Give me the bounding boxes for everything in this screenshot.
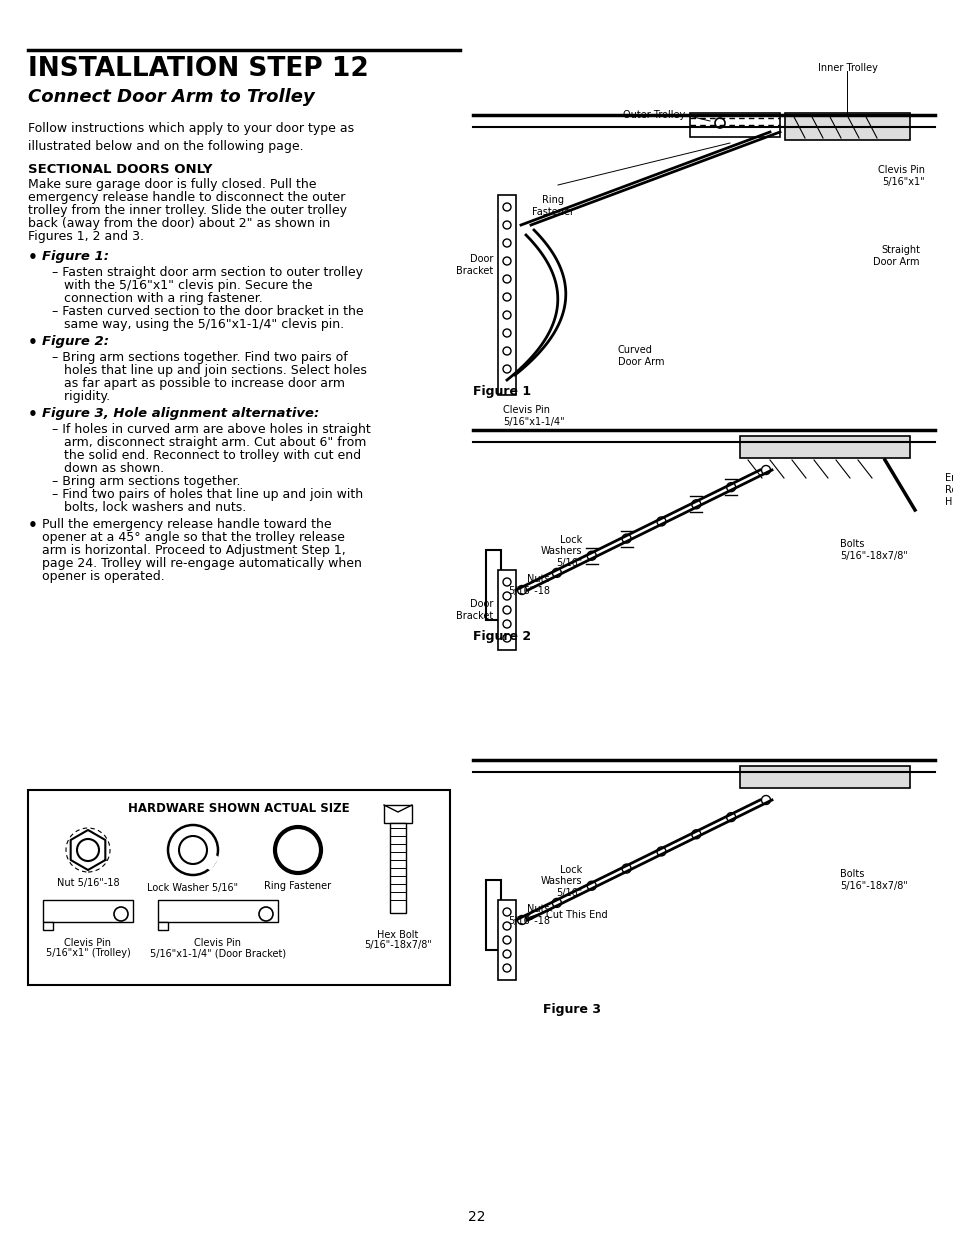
Text: rigidity.: rigidity. [52,390,110,403]
Text: 5/16"-18x7/8": 5/16"-18x7/8" [364,940,432,950]
Text: HARDWARE SHOWN ACTUAL SIZE: HARDWARE SHOWN ACTUAL SIZE [128,802,350,815]
Text: Pull the emergency release handle toward the: Pull the emergency release handle toward… [42,517,332,531]
Text: Nuts
5/16"-18: Nuts 5/16"-18 [507,904,549,926]
Text: Figures 1, 2 and 3.: Figures 1, 2 and 3. [28,230,144,243]
Bar [740,766,909,788]
Text: arm, disconnect straight arm. Cut about 6" from: arm, disconnect straight arm. Cut about … [52,436,366,450]
Text: Cut This End: Cut This End [545,910,607,920]
Bar [390,823,406,913]
Text: •: • [28,517,38,534]
Text: •: • [28,335,38,350]
Text: opener is operated.: opener is operated. [42,571,165,583]
Bar [740,436,909,458]
Text: Figure 3, Hole alignment alternative:: Figure 3, Hole alignment alternative: [42,408,319,420]
Text: Ring Fastener: Ring Fastener [264,881,332,890]
Text: Figure 3: Figure 3 [542,1003,600,1016]
Text: Curved
Door Arm: Curved Door Arm [618,345,664,367]
Text: Ring
Fastener: Ring Fastener [532,195,574,216]
Text: Nut 5/16"-18: Nut 5/16"-18 [56,878,119,888]
Text: bolts, lock washers and nuts.: bolts, lock washers and nuts. [52,501,246,514]
Bar [158,923,168,930]
Text: emergency release handle to disconnect the outer: emergency release handle to disconnect t… [28,191,345,204]
Text: – If holes in curved arm are above holes in straight: – If holes in curved arm are above holes… [52,424,371,436]
Text: arm is horizontal. Proceed to Adjustment Step 1,: arm is horizontal. Proceed to Adjustment… [42,543,345,557]
Text: Inner Trolley: Inner Trolley [817,63,877,73]
Text: Hex Bolt: Hex Bolt [377,930,418,940]
Text: Nuts
5/16"-18: Nuts 5/16"-18 [507,574,549,597]
Text: Figure 2:: Figure 2: [42,335,109,348]
Text: Straight
Door Arm: Straight Door Arm [873,245,919,267]
Bar [43,900,132,923]
Text: 5/16"x1-1/4" (Door Bracket): 5/16"x1-1/4" (Door Bracket) [150,948,286,958]
Bar [689,112,780,137]
Text: 22: 22 [468,1210,485,1224]
Bar [43,923,53,930]
Text: •: • [28,408,38,422]
Text: holes that line up and join sections. Select holes: holes that line up and join sections. Se… [52,364,367,377]
Text: page 24. Trolley will re-engage automatically when: page 24. Trolley will re-engage automati… [42,557,361,571]
Text: same way, using the 5/16"x1-1/4" clevis pin.: same way, using the 5/16"x1-1/4" clevis … [52,317,344,331]
Text: Door
Bracket: Door Bracket [456,254,493,275]
Text: Bolts
5/16"-18x7/8": Bolts 5/16"-18x7/8" [840,540,907,561]
Text: Figure 2: Figure 2 [473,630,531,643]
Text: as far apart as possible to increase door arm: as far apart as possible to increase doo… [52,377,345,390]
Text: – Fasten curved section to the door bracket in the: – Fasten curved section to the door brac… [52,305,363,317]
Text: – Bring arm sections together. Find two pairs of: – Bring arm sections together. Find two … [52,351,348,364]
Text: SECTIONAL DOORS ONLY: SECTIONAL DOORS ONLY [28,163,213,177]
Bar [158,900,277,923]
Text: back (away from the door) about 2" as shown in: back (away from the door) about 2" as sh… [28,217,330,230]
Text: – Fasten straight door arm section to outer trolley: – Fasten straight door arm section to ou… [52,266,363,279]
Text: Lock
Washers
5/16": Lock Washers 5/16" [540,535,581,568]
Text: Figure 1:: Figure 1: [42,249,109,263]
Text: the solid end. Reconnect to trolley with cut end: the solid end. Reconnect to trolley with… [52,450,361,462]
Text: Clevis Pin: Clevis Pin [194,939,241,948]
Bar [485,881,500,950]
Text: Clevis Pin
5/16"x1": Clevis Pin 5/16"x1" [877,165,924,186]
Bar [384,805,412,823]
Text: •: • [28,249,38,266]
Bar [784,112,909,140]
Text: Make sure garage door is fully closed. Pull the: Make sure garage door is fully closed. P… [28,178,316,191]
Text: Clevis Pin
5/16"x1-1/4": Clevis Pin 5/16"x1-1/4" [502,405,564,426]
Text: INSTALLATION STEP 12: INSTALLATION STEP 12 [28,56,369,82]
Text: Follow instructions which apply to your door type as
illustrated below and on th: Follow instructions which apply to your … [28,122,354,153]
Bar [485,550,500,620]
Bar [497,195,516,395]
Text: Connect Door Arm to Trolley: Connect Door Arm to Trolley [28,88,314,106]
Bar [497,900,516,981]
Text: 5/16"x1" (Trolley): 5/16"x1" (Trolley) [46,948,131,958]
Text: Bolts
5/16"-18x7/8": Bolts 5/16"-18x7/8" [840,869,907,890]
Text: Door
Bracket: Door Bracket [456,599,493,621]
Text: – Find two pairs of holes that line up and join with: – Find two pairs of holes that line up a… [52,488,363,501]
Text: trolley from the inner trolley. Slide the outer trolley: trolley from the inner trolley. Slide th… [28,204,347,217]
Text: with the 5/16"x1" clevis pin. Secure the: with the 5/16"x1" clevis pin. Secure the [52,279,313,291]
Text: down as shown.: down as shown. [52,462,164,475]
Bar [28,790,450,986]
Text: Emergency
Release
Handle: Emergency Release Handle [944,473,953,506]
Text: Lock Washer 5/16": Lock Washer 5/16" [148,883,238,893]
Text: connection with a ring fastener.: connection with a ring fastener. [52,291,262,305]
Text: – Bring arm sections together.: – Bring arm sections together. [52,475,240,488]
Text: Lock
Washers
5/16": Lock Washers 5/16" [540,864,581,898]
Text: opener at a 45° angle so that the trolley release: opener at a 45° angle so that the trolle… [42,531,345,543]
Text: Outer Trolley: Outer Trolley [622,110,684,120]
Bar [497,571,516,650]
Text: Figure 1: Figure 1 [473,385,531,398]
Text: Clevis Pin: Clevis Pin [65,939,112,948]
